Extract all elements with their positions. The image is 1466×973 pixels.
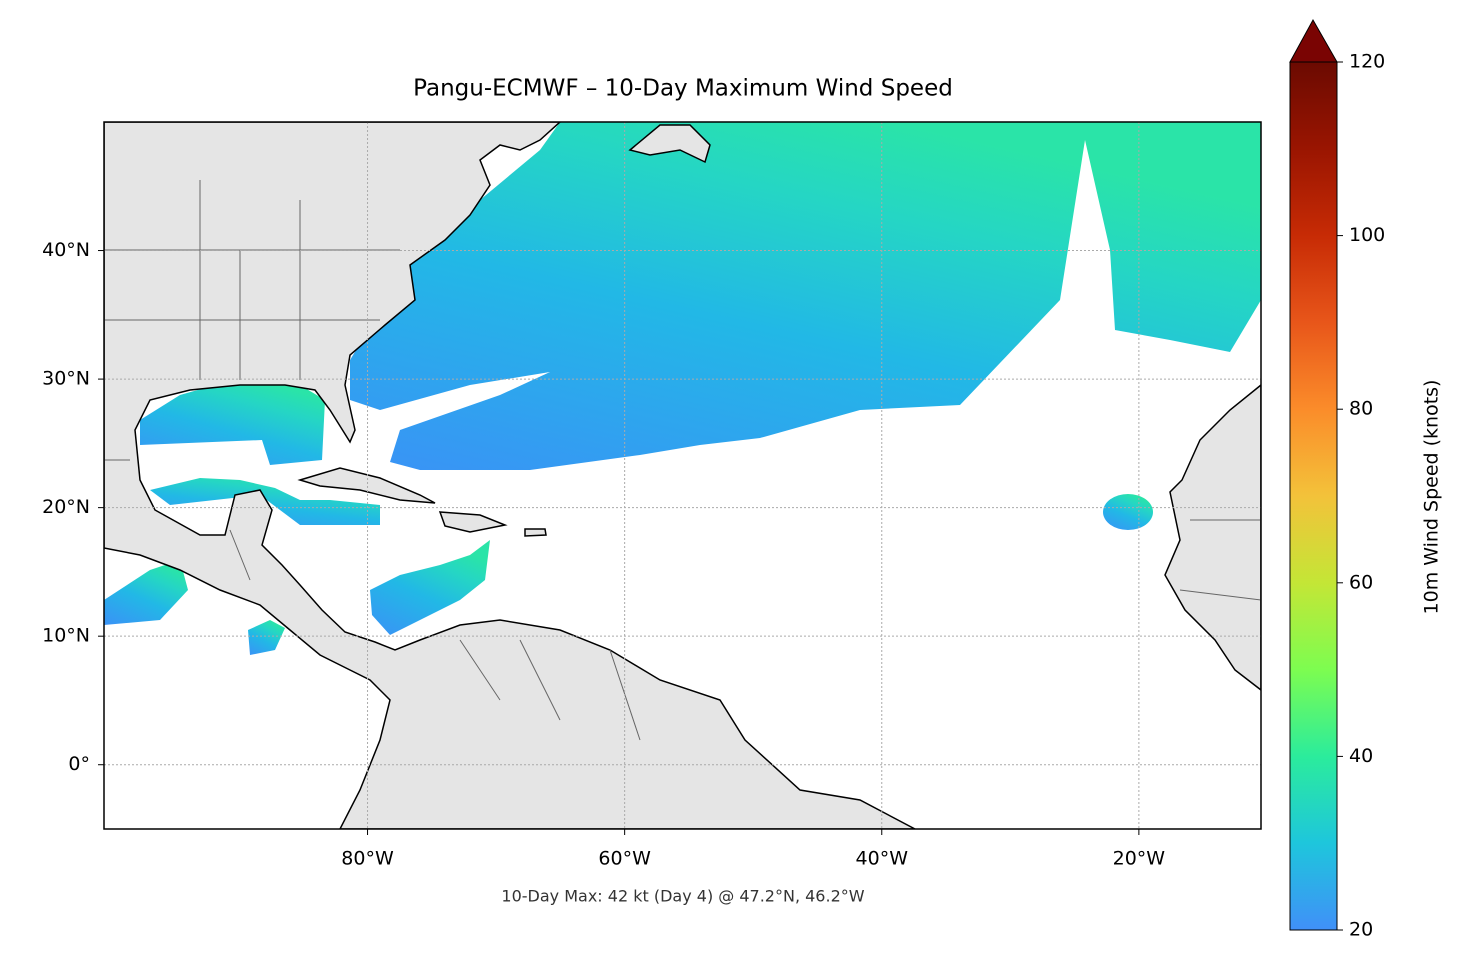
y-tick-label: 20°N bbox=[42, 496, 90, 518]
colorbar-tick-label: 60 bbox=[1349, 571, 1373, 593]
wind-pacific-2 bbox=[248, 620, 285, 655]
x-tick-label: 40°W bbox=[856, 848, 909, 870]
grid bbox=[104, 122, 1261, 829]
north-central-america bbox=[104, 122, 916, 829]
land bbox=[104, 122, 1261, 829]
chart-title: Pangu-ECMWF – 10-Day Maximum Wind Speed bbox=[413, 76, 953, 102]
cuba bbox=[297, 467, 436, 504]
colorbar-tick-label: 20 bbox=[1349, 919, 1373, 941]
colorbar-label: 10m Wind Speed (knots) bbox=[1421, 380, 1443, 615]
map-frame bbox=[103, 121, 1262, 830]
colorbar-tick-label: 40 bbox=[1349, 745, 1373, 767]
hispaniola bbox=[438, 511, 508, 533]
x-tick-label: 80°W bbox=[341, 848, 394, 870]
colorbar-tick-label: 100 bbox=[1349, 224, 1385, 246]
colorbar-tick-label: 120 bbox=[1349, 51, 1385, 73]
wind-atlantic bbox=[350, 122, 1261, 470]
y-tick-label: 40°N bbox=[42, 239, 90, 261]
puerto-rico bbox=[524, 528, 547, 537]
colorbar bbox=[1289, 61, 1338, 931]
y-tick-label: 10°N bbox=[42, 625, 90, 647]
caption: 10-Day Max: 42 kt (Day 4) @ 47.2°N, 46.2… bbox=[501, 887, 864, 906]
map-area bbox=[104, 122, 1261, 829]
newfoundland bbox=[628, 124, 711, 164]
wind-gulf bbox=[140, 378, 325, 465]
y-tick-label: 0° bbox=[68, 753, 90, 775]
wind-pacific bbox=[104, 560, 188, 625]
africa bbox=[1164, 384, 1261, 691]
wind-caribbean-east bbox=[370, 540, 490, 635]
x-tick-label: 60°W bbox=[598, 848, 651, 870]
wind-caribbean-west bbox=[150, 478, 380, 525]
x-tick-label: 20°W bbox=[1113, 848, 1166, 870]
colorbar-tick-label: 80 bbox=[1349, 398, 1373, 420]
y-tick-label: 30°N bbox=[42, 368, 90, 390]
wind-east-blob bbox=[1103, 494, 1153, 530]
